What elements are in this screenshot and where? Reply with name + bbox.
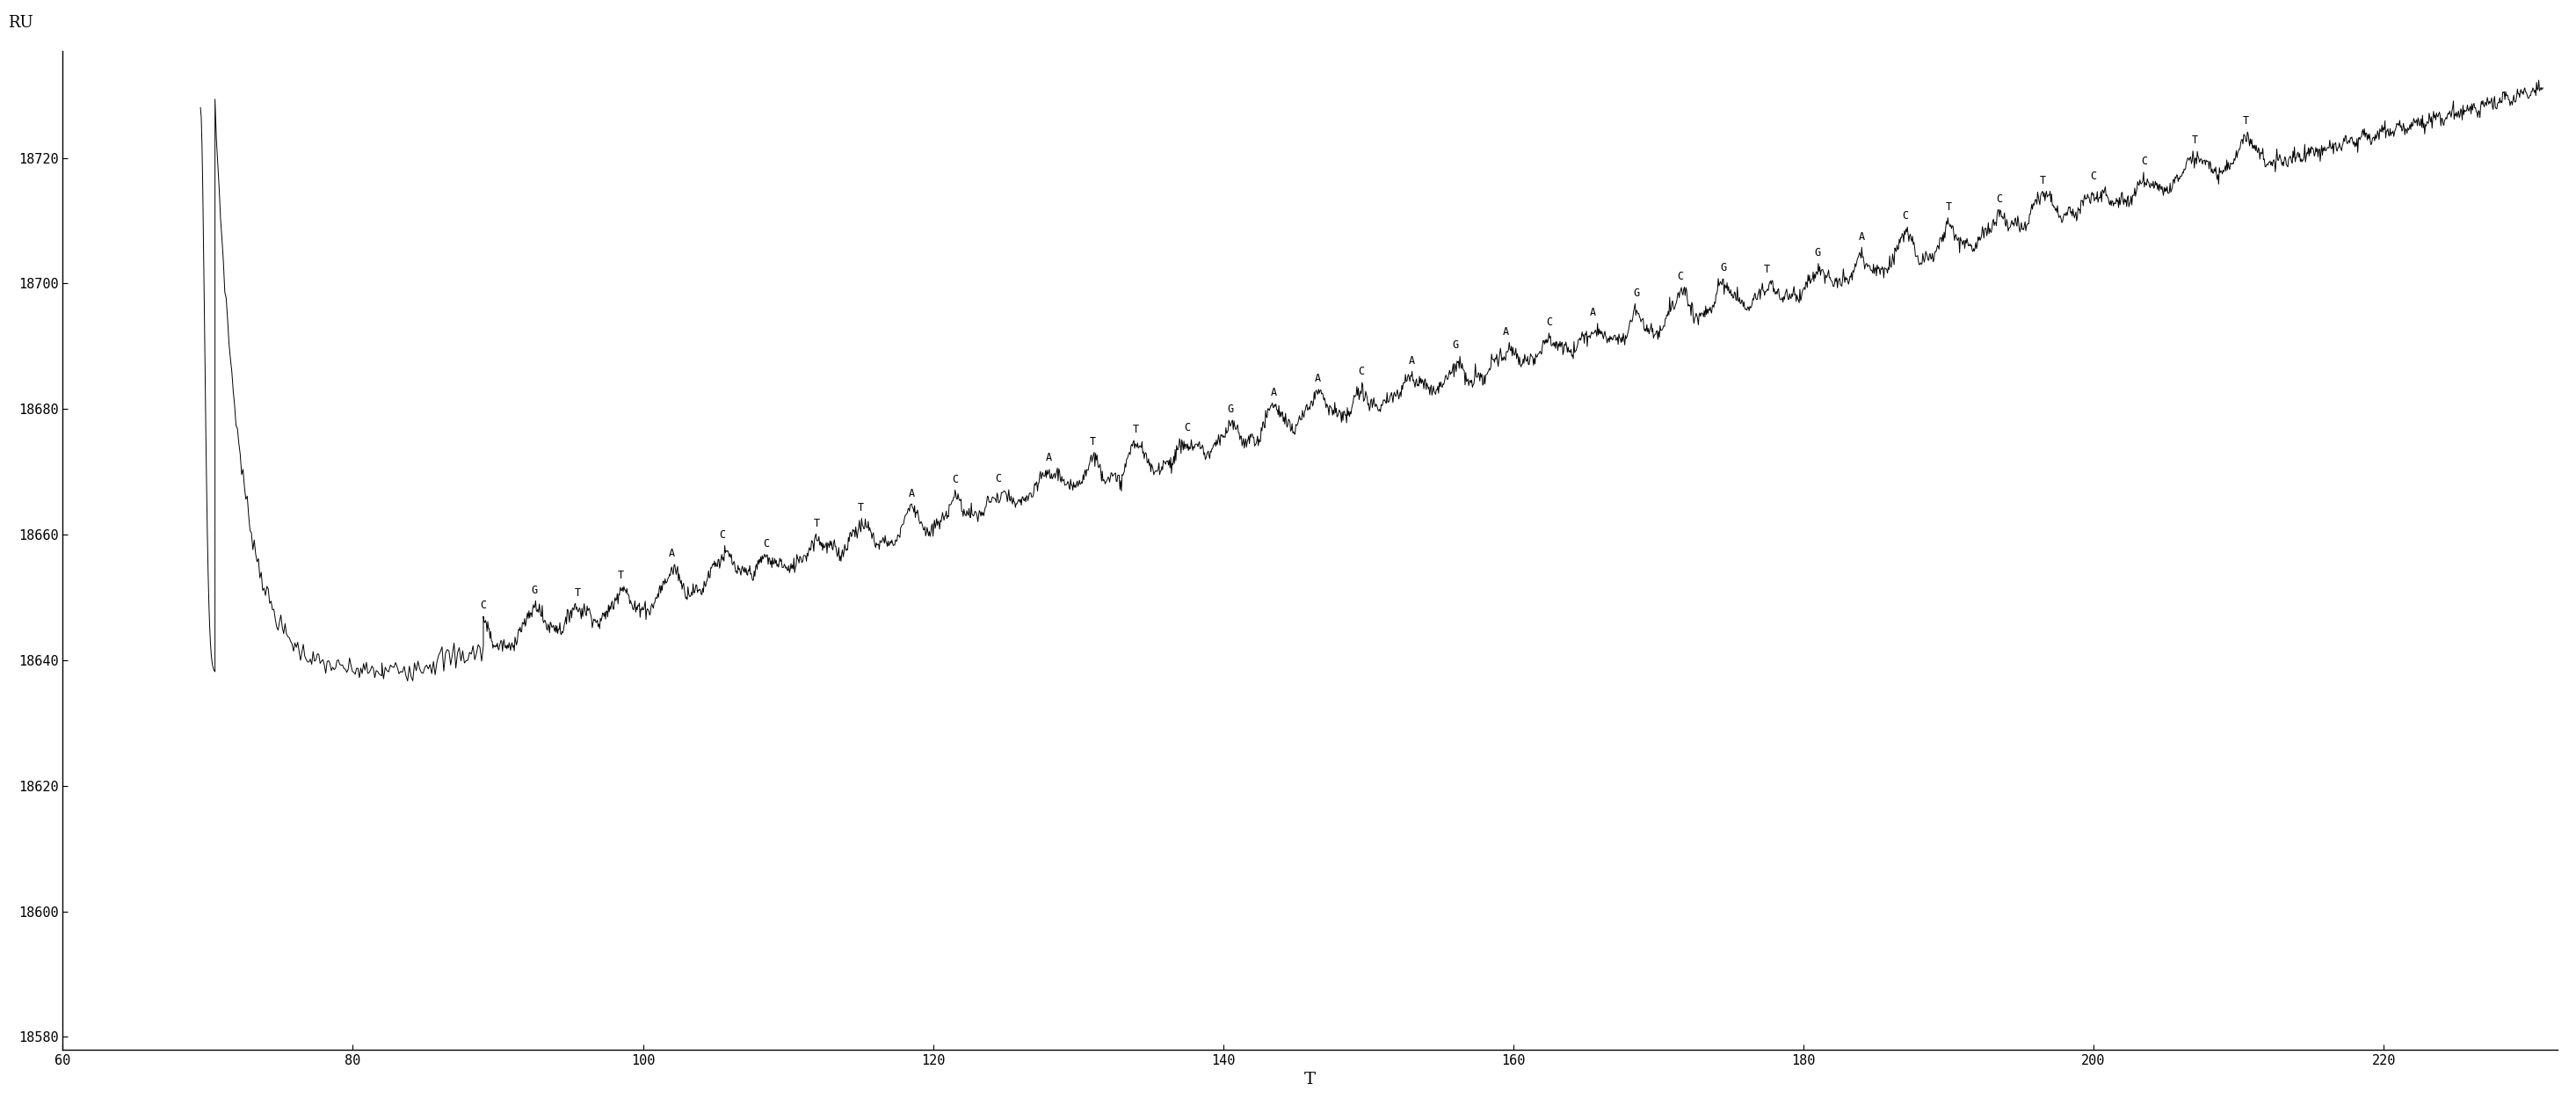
Text: T: T xyxy=(1133,424,1139,436)
Text: G: G xyxy=(1633,288,1641,299)
Text: A: A xyxy=(1857,231,1865,242)
Text: C: C xyxy=(1358,366,1365,377)
Text: C: C xyxy=(2141,156,2148,167)
Text: G: G xyxy=(531,584,538,596)
Text: G: G xyxy=(1721,262,1726,273)
Text: A: A xyxy=(1589,306,1597,319)
Text: T: T xyxy=(2040,175,2045,186)
Text: A: A xyxy=(1409,355,1414,366)
Text: A: A xyxy=(1046,451,1051,463)
Text: A: A xyxy=(670,547,675,560)
Text: A: A xyxy=(1270,386,1278,398)
Text: G: G xyxy=(1226,404,1234,415)
Text: T: T xyxy=(2192,135,2197,146)
Text: C: C xyxy=(2089,170,2097,181)
Text: C: C xyxy=(951,473,958,484)
Text: C: C xyxy=(762,538,770,550)
Text: T: T xyxy=(858,502,863,513)
Text: C: C xyxy=(1901,210,1909,222)
Text: A: A xyxy=(1314,373,1321,384)
Text: T: T xyxy=(1090,436,1095,447)
Text: T: T xyxy=(1945,201,1953,212)
Text: C: C xyxy=(479,599,487,612)
Text: C: C xyxy=(719,529,726,541)
Text: T: T xyxy=(814,518,819,529)
Text: C: C xyxy=(1996,194,2002,205)
Text: T: T xyxy=(618,570,623,582)
Text: T: T xyxy=(1765,264,1770,275)
Text: G: G xyxy=(1814,247,1821,259)
Text: C: C xyxy=(1546,316,1553,328)
Text: C: C xyxy=(1677,271,1682,282)
Text: A: A xyxy=(909,488,914,499)
Text: G: G xyxy=(1453,340,1458,352)
Text: C: C xyxy=(994,473,1002,484)
Text: T: T xyxy=(574,587,580,598)
Text: C: C xyxy=(1185,422,1190,434)
Text: RU: RU xyxy=(8,15,33,31)
Text: T: T xyxy=(2244,115,2249,127)
Text: A: A xyxy=(1502,326,1510,337)
X-axis label: T: T xyxy=(1303,1072,1316,1087)
